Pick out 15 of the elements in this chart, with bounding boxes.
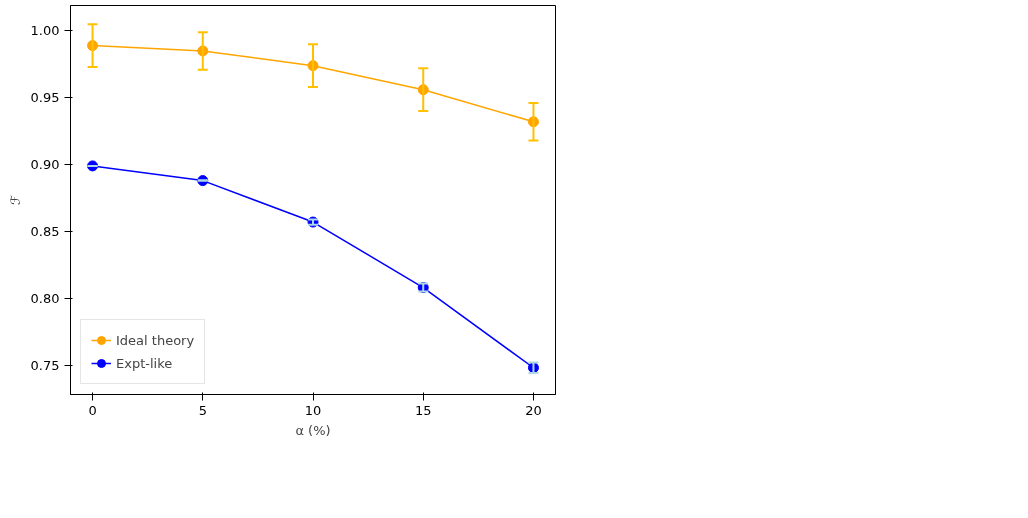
- y-tick-label: 0.95: [30, 90, 60, 106]
- x-axis-title: α (%): [295, 422, 331, 438]
- y-tick-label: 0.85: [30, 223, 60, 239]
- y-tick-label: 1.00: [30, 23, 60, 39]
- x-tick-label: 15: [414, 402, 432, 418]
- x-tick-label: 10: [304, 402, 322, 418]
- legend-label: Expt-like: [116, 355, 173, 371]
- x-tick-label: 20: [525, 402, 542, 418]
- x-tick-label: 0: [88, 402, 97, 418]
- y-axis-title: ℱ: [7, 194, 23, 206]
- y-tick-label: 0.80: [30, 290, 60, 306]
- legend-label: Ideal theory: [116, 332, 195, 348]
- x-tick-label: 5: [198, 402, 207, 418]
- y-tick-label: 0.75: [30, 357, 60, 373]
- y-tick-label: 0.90: [30, 157, 60, 173]
